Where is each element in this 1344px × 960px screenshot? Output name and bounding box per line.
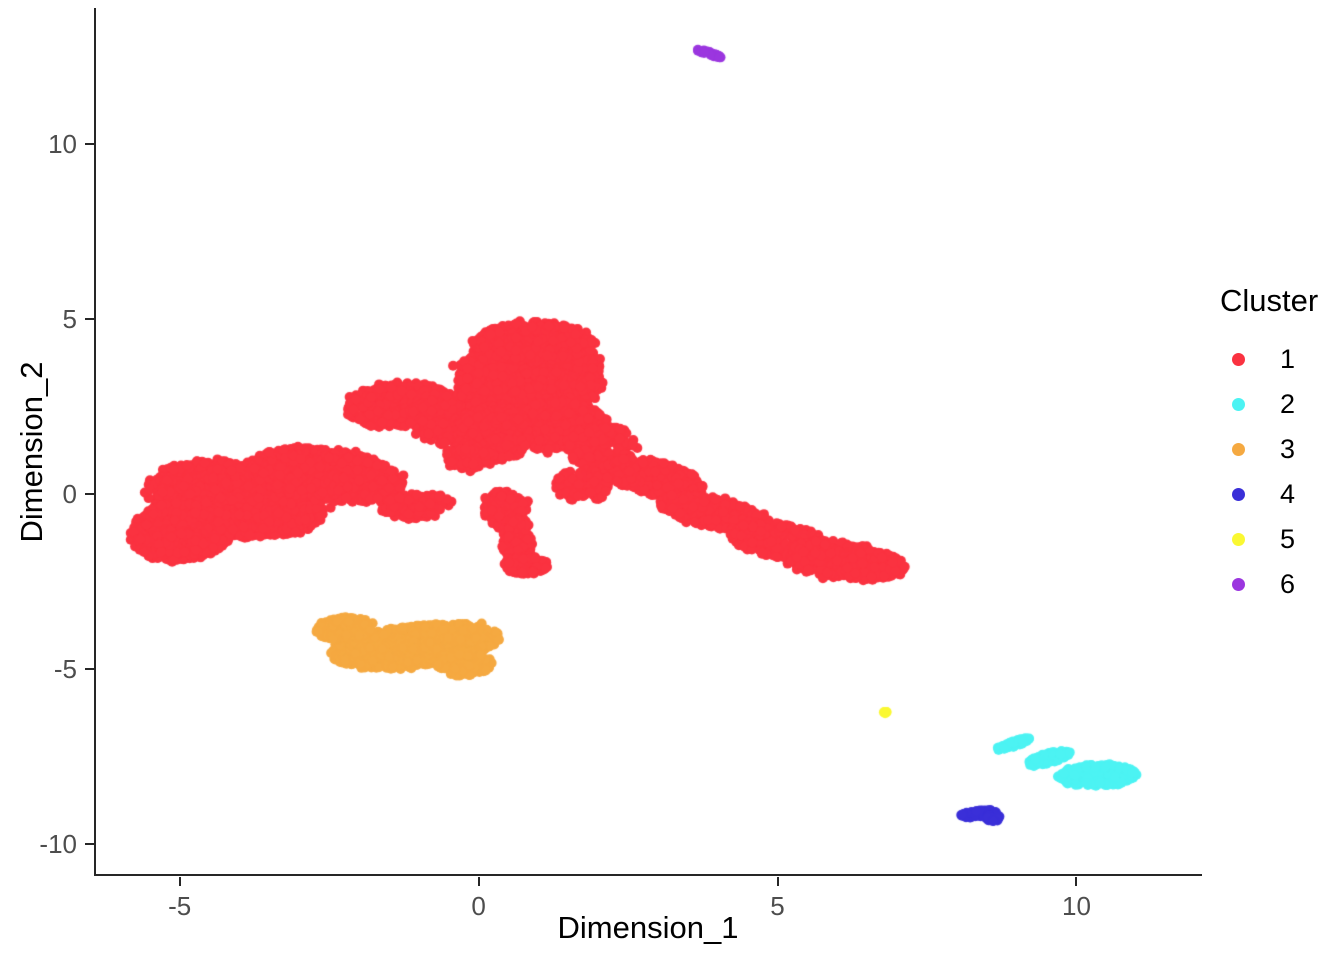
legend-title: Cluster [1220,283,1319,318]
legend-label: 3 [1280,434,1296,464]
legend-label: 1 [1280,344,1296,374]
legend-item[interactable]: 1 [1218,337,1338,382]
y-tick-label: 5 [62,304,77,335]
y-axis-title: Dimension_2 [14,361,49,543]
legend-dot-icon [1231,398,1245,411]
x-tick-label: 10 [1061,891,1091,921]
legend-label: 6 [1280,569,1296,599]
legend: Cluster 1 2 3 4 5 6 [1218,283,1338,607]
scatter-plot-canvas [96,8,1202,875]
legend-key [1218,488,1258,501]
legend-dot-icon [1231,353,1245,366]
legend-dot-icon [1231,488,1245,501]
y-tick-mark [85,492,94,495]
legend-item[interactable]: 4 [1218,472,1338,517]
y-tick-mark [85,143,94,146]
legend-label: 2 [1280,389,1296,419]
x-tick-mark [776,877,779,886]
x-tick-label: 5 [770,891,785,921]
legend-item[interactable]: 6 [1218,562,1338,607]
legend-items: 1 2 3 4 5 6 [1218,337,1338,607]
y-tick-label: -5 [53,653,77,684]
legend-key [1218,398,1258,411]
legend-key [1218,578,1258,591]
legend-item[interactable]: 3 [1218,427,1338,472]
y-axis-line [94,8,96,876]
y-tick-label: -10 [39,828,77,859]
y-tick-mark [85,318,94,321]
x-axis-line [94,874,1202,876]
legend-key [1218,533,1258,546]
y-tick-mark [85,842,94,845]
legend-dot-icon [1231,578,1245,591]
legend-key [1218,353,1258,366]
x-axis-title: Dimension_1 [557,910,739,945]
legend-dot-icon [1231,443,1245,456]
legend-item[interactable]: 5 [1218,517,1338,562]
y-tick-label: 0 [62,478,77,509]
x-tick-mark [178,877,181,886]
legend-dot-icon [1231,533,1245,546]
legend-label: 5 [1280,524,1296,554]
legend-key [1218,443,1258,456]
legend-label: 4 [1280,479,1296,509]
x-tick-mark [477,877,480,886]
y-tick-mark [85,667,94,670]
legend-item[interactable]: 2 [1218,382,1338,427]
x-tick-mark [1075,877,1078,886]
x-tick-label: -5 [168,891,192,921]
x-tick-label: 0 [471,891,486,921]
y-tick-label: 10 [48,129,77,160]
